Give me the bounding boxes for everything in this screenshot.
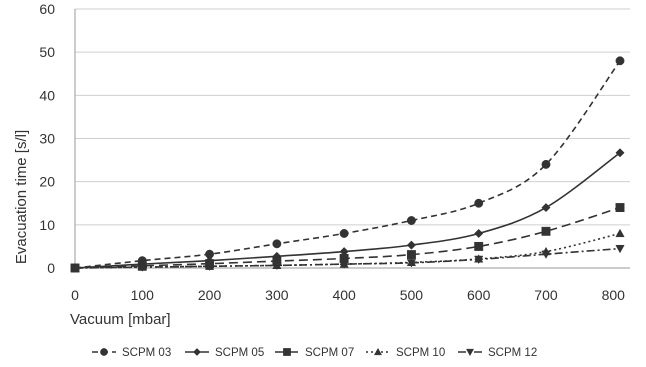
x-tick-label: 500: [400, 287, 424, 303]
legend: SCPM 03 SCPM 05 SCPM 07 SCPM 10 SCPM 12: [92, 347, 537, 359]
series-line: [74, 247, 621, 269]
x-tick-label: 700: [534, 287, 558, 303]
x-tick-label: 400: [332, 287, 356, 303]
data-point: [339, 229, 349, 238]
series-scpm-12: [70, 244, 625, 273]
legend-label: SCPM 05: [215, 347, 264, 359]
data-point: [615, 228, 625, 238]
data-point: [406, 250, 416, 260]
data-point: [474, 228, 484, 239]
data-point: [406, 216, 416, 225]
axes: [74, 9, 630, 269]
legend-item: SCPM 12: [458, 347, 537, 359]
data-point: [615, 148, 625, 158]
legend-label: SCPM 07: [305, 347, 354, 359]
legend-item: SCPM 03: [92, 347, 171, 359]
x-tick-label: 600: [467, 287, 491, 303]
data-point: [541, 226, 551, 236]
legend-marker: [100, 348, 108, 356]
data-point: [137, 263, 147, 272]
y-tick-label: 0: [47, 260, 55, 276]
series-lines: [70, 56, 625, 273]
series-scpm-03: [70, 56, 625, 273]
legend-item: SCPM 10: [366, 347, 445, 359]
data-point: [406, 259, 417, 268]
data-point: [406, 240, 416, 250]
x-tick-label: 0: [71, 287, 79, 303]
data-point: [272, 239, 282, 249]
y-tick-label: 60: [39, 1, 55, 17]
legend-label: SCPM 12: [488, 347, 537, 359]
data-point: [615, 244, 625, 254]
legend-marker: [465, 348, 475, 357]
legend-marker: [283, 348, 291, 356]
data-point: [474, 255, 484, 265]
series-line: [74, 232, 621, 269]
legend-item: SCPM 05: [185, 347, 264, 359]
series-scpm-05: [70, 148, 625, 273]
legend-label: SCPM 10: [396, 347, 445, 359]
data-point: [70, 264, 80, 273]
y-tick-labels: 0 10 20 30 40 50 60: [39, 1, 55, 276]
data-point: [541, 203, 551, 213]
data-point: [541, 250, 551, 259]
data-point: [204, 262, 215, 271]
data-point: [272, 261, 282, 271]
y-tick-label: 10: [39, 217, 55, 233]
y-tick-label: 40: [39, 87, 55, 103]
y-axis-label: Evacuation time [s/l]: [13, 130, 30, 264]
x-tick-label: 300: [265, 287, 289, 303]
grid-lines: [75, 8, 630, 226]
y-tick-label: 50: [39, 44, 55, 60]
y-tick-label: 20: [39, 174, 55, 190]
legend-marker: [373, 347, 383, 356]
data-point: [615, 203, 625, 213]
y-tick-label: 30: [39, 131, 55, 147]
legend-marker: [193, 348, 201, 356]
data-point: [474, 198, 484, 208]
series-line: [74, 60, 621, 269]
x-tick-label: 800: [602, 287, 626, 303]
x-tick-labels: 0 100 200 300 400 500 600 700 800: [71, 287, 625, 303]
x-tick-label: 200: [198, 287, 222, 303]
legend-label: SCPM 03: [122, 347, 171, 359]
x-axis-label: Vacuum [mbar]: [70, 311, 171, 328]
x-tick-label: 100: [131, 287, 155, 303]
data-point: [339, 260, 349, 269]
data-point: [615, 56, 625, 66]
legend-item: SCPM 07: [275, 347, 354, 359]
data-point: [474, 241, 484, 251]
data-point: [541, 159, 551, 169]
